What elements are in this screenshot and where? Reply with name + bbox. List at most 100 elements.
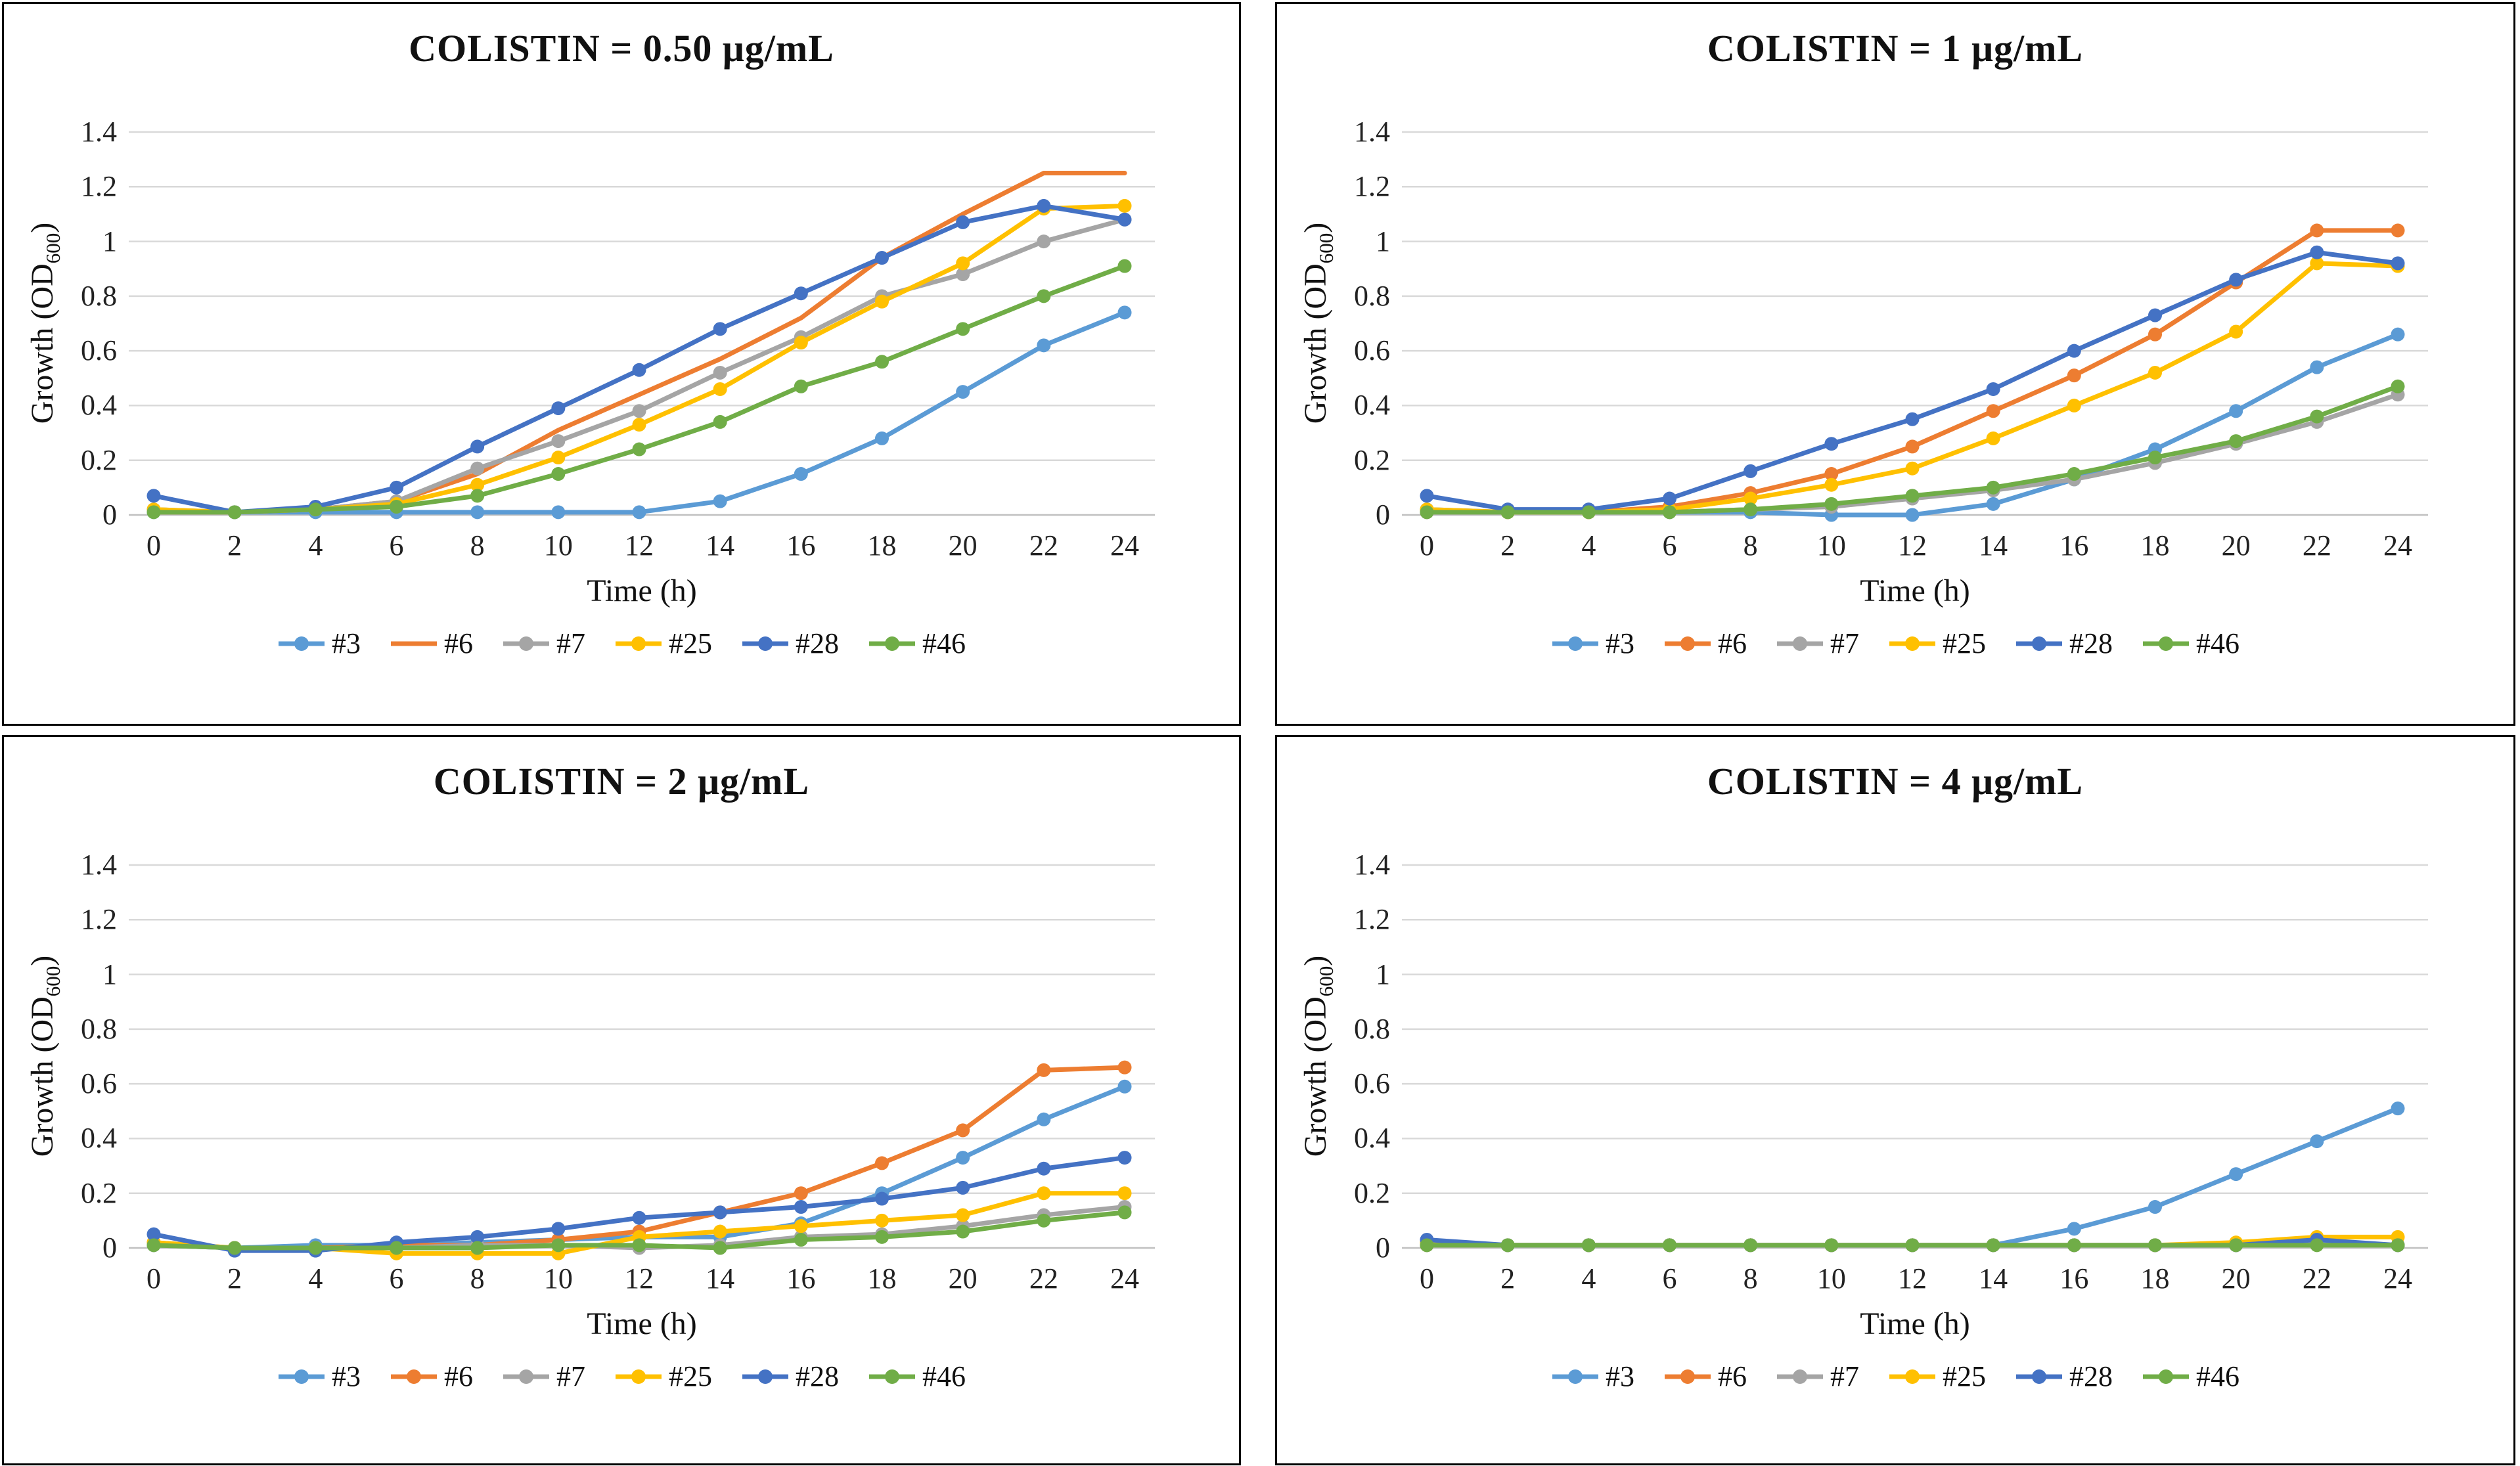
series-#3 xyxy=(1420,1101,2405,1253)
chart-panel-colistin-1: COLISTIN = 1 μg/mL Growth (OD600) Time (… xyxy=(1275,2,2515,726)
x-tick-label: 4 xyxy=(308,1262,323,1295)
series-marker-#3 xyxy=(2229,1167,2243,1182)
legend-swatch xyxy=(503,1369,549,1384)
legend-item-#46: #46 xyxy=(2142,627,2239,660)
series-marker-#3 xyxy=(956,1151,970,1165)
series-marker-#28 xyxy=(1744,464,1758,478)
legend-marker xyxy=(1568,1369,1583,1384)
series-marker-#46 xyxy=(470,489,485,503)
x-tick-label: 14 xyxy=(706,529,735,562)
series-marker-#28 xyxy=(875,251,889,265)
series-marker-#28 xyxy=(470,1230,485,1244)
legend-item-#28: #28 xyxy=(2015,627,2113,660)
growth-curve-chart xyxy=(129,864,1155,1260)
legend-item-#7: #7 xyxy=(1776,1360,1859,1393)
x-tick-label: 22 xyxy=(2302,529,2331,562)
series-marker-#25 xyxy=(1986,431,2000,445)
series-marker-#6 xyxy=(2310,223,2324,238)
series-marker-#46 xyxy=(2391,379,2405,393)
x-tick-label: 22 xyxy=(1029,1262,1058,1295)
series-marker-#25 xyxy=(794,1219,808,1233)
series-marker-#6 xyxy=(2148,327,2162,342)
legend-item-#6: #6 xyxy=(390,627,473,660)
legend-swatch xyxy=(616,1369,662,1384)
series-marker-#28 xyxy=(1117,1151,1132,1165)
legend-item-#28: #28 xyxy=(2015,1360,2113,1393)
series-marker-#3 xyxy=(551,505,566,520)
legend-swatch xyxy=(1552,636,1598,651)
legend-item-#25: #25 xyxy=(614,1360,712,1393)
series-marker-#46 xyxy=(1420,1238,1434,1253)
x-tick-label: 14 xyxy=(1979,529,2008,562)
series-marker-#25 xyxy=(2310,256,2324,271)
series-marker-#46 xyxy=(794,1233,808,1247)
legend-label: #6 xyxy=(444,1360,473,1392)
series-marker-#46 xyxy=(2229,1238,2243,1253)
series-marker-#25 xyxy=(875,294,889,309)
chart-title: COLISTIN = 4 μg/mL xyxy=(1707,760,2084,803)
series-marker-#46 xyxy=(2310,409,2324,424)
series-marker-#46 xyxy=(1581,505,1596,520)
series-marker-#28 xyxy=(1986,382,2000,396)
legend-marker xyxy=(885,636,899,651)
legend-swatch xyxy=(1889,636,1935,651)
legend-label: #28 xyxy=(2069,1360,2113,1392)
series-marker-#46 xyxy=(308,1241,323,1255)
series-marker-#7 xyxy=(551,434,566,449)
y-tick-label: 0.6 xyxy=(81,1067,117,1100)
x-axis-title: Time (h) xyxy=(587,1306,697,1341)
series-marker-#46 xyxy=(1824,1238,1839,1253)
series-line-#25 xyxy=(151,203,1127,515)
series-marker-#46 xyxy=(1986,1238,2000,1253)
x-tick-label: 2 xyxy=(1500,1262,1516,1295)
series-marker-#3 xyxy=(2391,327,2405,342)
y-tick-label: 0.2 xyxy=(1354,443,1390,476)
series-marker-#46 xyxy=(146,505,161,520)
x-tick-label: 18 xyxy=(867,529,897,562)
x-tick-label: 8 xyxy=(470,1262,485,1295)
legend-marker xyxy=(1905,1369,1920,1384)
series-marker-#3 xyxy=(2310,1134,2324,1149)
y-tick-label: 0 xyxy=(1376,1232,1390,1264)
legend-label: #28 xyxy=(796,627,839,659)
series-marker-#46 xyxy=(227,1241,242,1255)
legend-label: #46 xyxy=(922,627,966,659)
x-tick-label: 4 xyxy=(308,529,323,562)
x-tick-label: 20 xyxy=(2221,529,2251,562)
series-marker-#46 xyxy=(390,1241,403,1255)
y-tick-label: 0.6 xyxy=(1354,334,1390,367)
legend-marker xyxy=(294,1369,309,1384)
legend-marker xyxy=(631,636,646,651)
growth-curve-chart xyxy=(1402,864,2428,1253)
series-marker-#3 xyxy=(2148,1200,2162,1214)
series-marker-#28 xyxy=(1037,198,1051,213)
chart-title: COLISTIN = 0.50 μg/mL xyxy=(409,27,834,70)
x-tick-label: 6 xyxy=(1662,529,1677,562)
x-tick-label: 0 xyxy=(1420,1262,1434,1295)
gridlines xyxy=(1402,131,2428,516)
legend-marker xyxy=(2032,1369,2046,1384)
x-tick-label: 14 xyxy=(1979,1262,2008,1295)
series-marker-#28 xyxy=(1117,212,1132,227)
legend-item-#7: #7 xyxy=(502,1360,585,1393)
legend-label: #7 xyxy=(556,1360,585,1392)
series-marker-#25 xyxy=(875,1213,889,1228)
x-tick-label: 18 xyxy=(867,1262,897,1295)
y-tick-label: 0 xyxy=(102,499,117,531)
series-marker-#46 xyxy=(713,414,727,429)
series-marker-#7 xyxy=(632,404,646,418)
series-marker-#3 xyxy=(2229,404,2243,418)
y-tick-label: 0.6 xyxy=(81,334,117,367)
legend-swatch xyxy=(1777,636,1823,651)
series-marker-#28 xyxy=(1663,491,1676,506)
series-marker-#25 xyxy=(551,451,566,465)
series-marker-#3 xyxy=(794,467,808,481)
chart-title: COLISTIN = 2 μg/mL xyxy=(433,760,810,803)
series-marker-#28 xyxy=(794,1200,808,1214)
legend-item-#3: #3 xyxy=(277,1360,361,1393)
series-line-#3 xyxy=(1424,1106,2400,1248)
x-tick-label: 10 xyxy=(1816,529,1846,562)
legend-swatch xyxy=(279,636,325,651)
chart-legend: #3 #6 #7 #25 #28 #46 xyxy=(1277,1360,2513,1393)
gridlines xyxy=(1402,864,2428,1249)
